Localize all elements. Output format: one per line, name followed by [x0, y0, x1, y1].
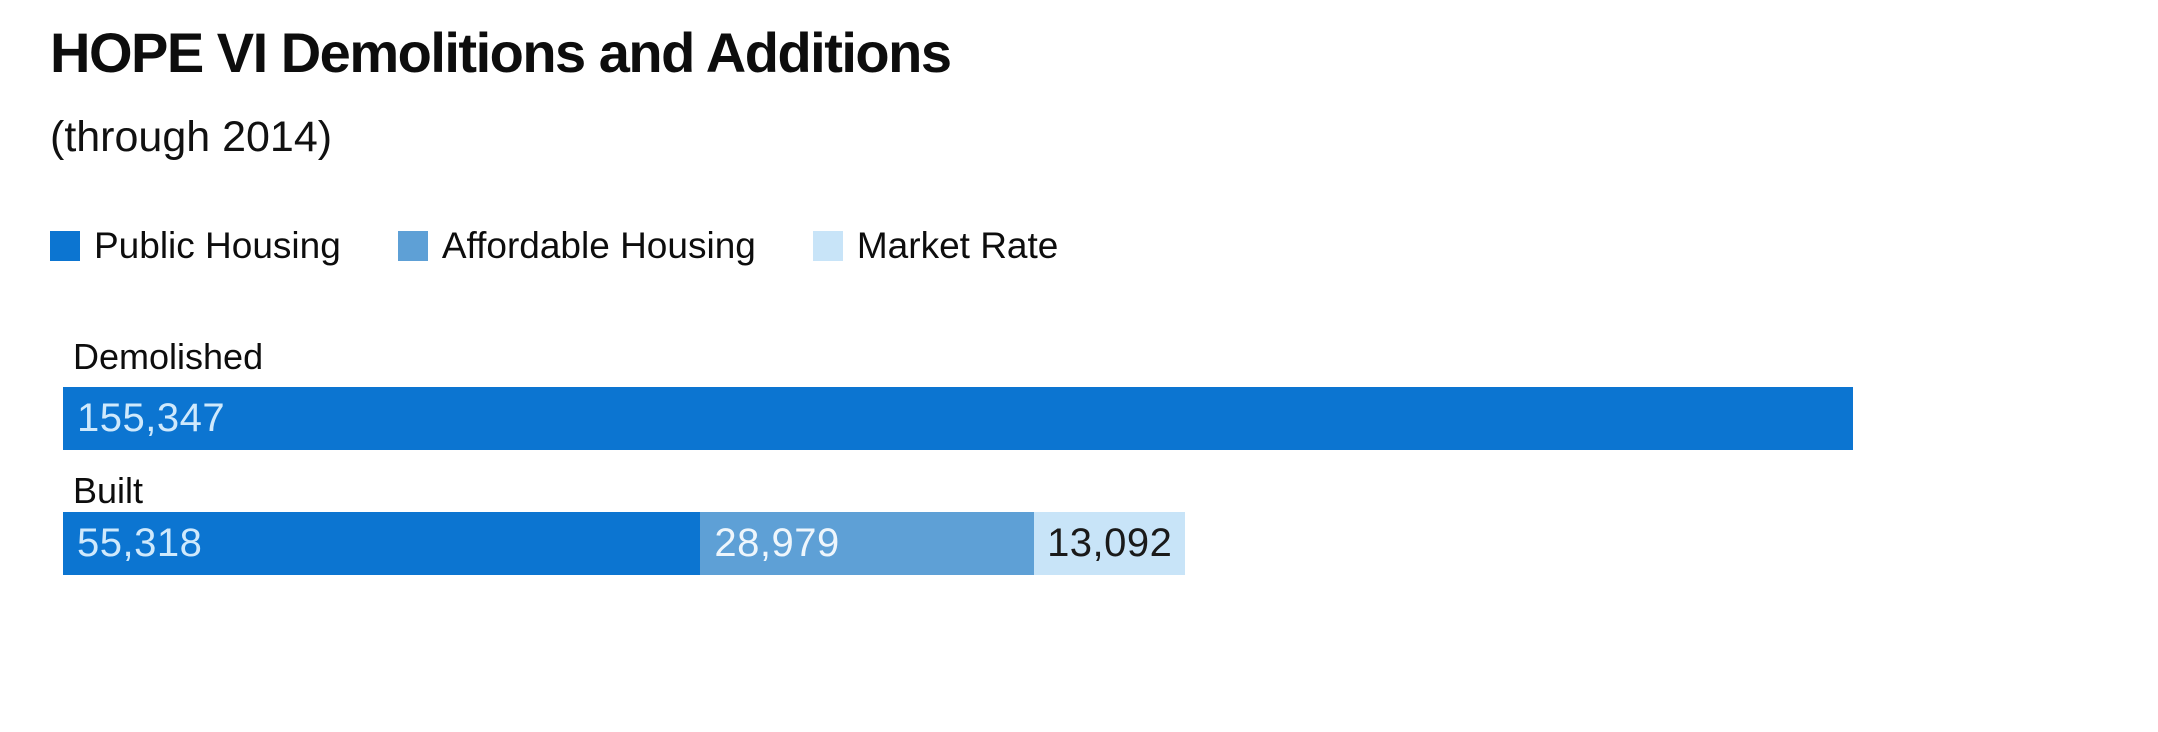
bar-row: Built 55,318 28,979 13,092	[63, 470, 1853, 575]
chart-subtitle: (through 2014)	[50, 113, 333, 161]
bar: 55,318 28,979 13,092	[63, 512, 1853, 575]
legend-label: Affordable Housing	[441, 225, 756, 266]
bar-value-label: 55,318	[77, 521, 203, 565]
bar: 155,347	[63, 387, 1853, 450]
chart-title: HOPE VI Demolitions and Additions	[50, 21, 952, 84]
bar-segment: 13,092	[1034, 512, 1186, 575]
legend-label: Market Rate	[856, 225, 1059, 266]
legend: Public Housing Affordable Housing Market…	[50, 225, 2158, 267]
bar-segment: 55,318	[63, 512, 701, 575]
bar-segment: 155,347	[63, 387, 1853, 450]
bar-segment: 28,979	[700, 512, 1035, 575]
bar-row: Demolished 155,347	[63, 336, 1853, 450]
legend-swatch-icon	[50, 231, 80, 261]
legend-item-affordable-housing: Affordable Housing	[397, 225, 756, 267]
bar-category-label: Demolished	[73, 336, 264, 377]
bar-value-label: 13,092	[1047, 521, 1173, 565]
bar-category-label: Built	[73, 470, 144, 511]
legend-label: Public Housing	[94, 225, 341, 266]
legend-swatch-icon	[397, 231, 428, 261]
legend-swatch-icon	[812, 231, 843, 261]
bar-chart: Demolished 155,347 Built 55,318 28,979 13,092	[63, 336, 1853, 575]
bar-value-label: 155,347	[77, 396, 226, 440]
bar-value-label: 28,979	[714, 521, 840, 565]
chart-card: HOPE VI Demolitions and Additions (throu…	[50, 21, 2158, 575]
legend-item-public-housing: Public Housing	[50, 225, 341, 267]
legend-item-market-rate: Market Rate	[812, 225, 1059, 267]
